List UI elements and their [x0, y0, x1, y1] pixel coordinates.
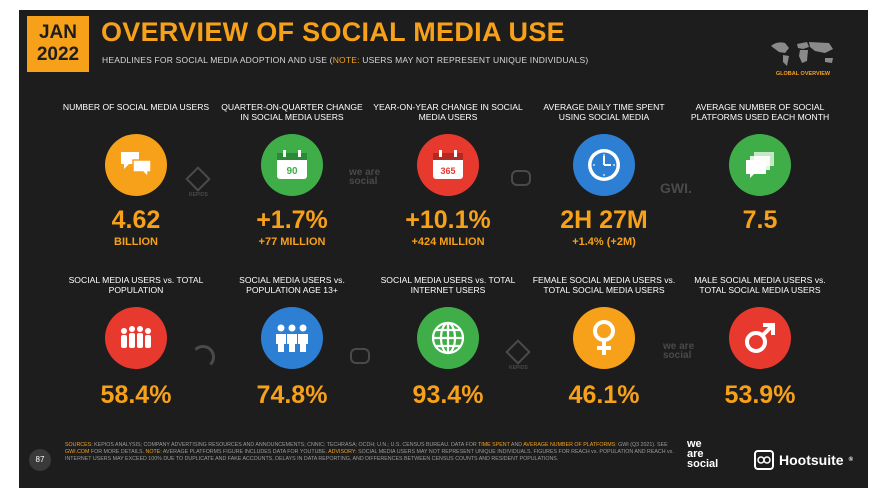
wearesocial-logo: we are social	[687, 438, 719, 470]
chat-bubbles-icon	[105, 134, 167, 196]
stat-vs-total-population: SOCIAL MEDIA USERS vs. TOTAL POPULATION …	[68, 275, 204, 409]
stacked-chat-icon	[729, 134, 791, 196]
people-group-icon	[261, 307, 323, 369]
clock-icon	[573, 134, 635, 196]
sources-footnote: SOURCES: KEPIOS ANALYSIS; COMPANY ADVERT…	[65, 442, 674, 462]
page-subtitle: HEADLINES FOR SOCIAL MEDIA ADOPTION AND …	[102, 55, 589, 65]
stat-vs-internet-users: SOCIAL MEDIA USERS vs. TOTAL INTERNET US…	[380, 275, 516, 409]
date-badge: JAN 2022	[27, 16, 89, 72]
kepios-watermark-2: KEPIOS	[505, 339, 532, 371]
stat-female-users: FEMALE SOCIAL MEDIA USERS vs. TOTAL SOCI…	[532, 275, 676, 409]
world-map-icon	[771, 42, 833, 66]
date-year: 2022	[36, 44, 80, 65]
page-number: 87	[29, 449, 51, 471]
datareportal-watermark-icon	[191, 345, 215, 369]
gwi-link[interactable]: GWI.COM	[65, 449, 90, 455]
calendar-90-icon: 90	[261, 134, 323, 196]
female-icon	[573, 307, 635, 369]
wearesocial-watermark-2: we are social	[663, 341, 695, 361]
slide: JAN 2022 OVERVIEW OF SOCIAL MEDIA USE HE…	[19, 10, 868, 488]
svg-text:90: 90	[286, 166, 298, 177]
kepios-logo-icon-2	[505, 339, 532, 365]
male-icon	[729, 307, 791, 369]
kepios-logo-icon	[185, 166, 212, 192]
svg-text:365: 365	[440, 166, 455, 176]
page-title: OVERVIEW OF SOCIAL MEDIA USE	[101, 17, 565, 47]
hootsuite-owl-watermark-icon	[511, 170, 531, 186]
stat-year-change: YEAR-ON-YEAR CHANGE IN SOCIAL MEDIA USER…	[373, 102, 523, 248]
date-month: JAN	[38, 22, 77, 43]
stat-vs-population-13: SOCIAL MEDIA USERS vs. POPULATION AGE 13…	[239, 275, 345, 409]
hootsuite-owl-icon	[754, 450, 774, 470]
stat-male-users: MALE SOCIAL MEDIA USERS vs. TOTAL SOCIAL…	[694, 275, 826, 409]
globe-icon	[417, 307, 479, 369]
kepios-watermark: KEPIOS	[185, 166, 212, 198]
stat-quarter-change: QUARTER-ON-QUARTER CHANGE IN SOCIAL MEDI…	[221, 102, 363, 248]
gwi-watermark: GWI.	[660, 180, 692, 196]
stat-daily-time: AVERAGE DAILY TIME SPENT USING SOCIAL ME…	[543, 102, 665, 248]
crowd-icon	[105, 307, 167, 369]
stat-social-media-users: NUMBER OF SOCIAL MEDIA USERS 4.62 BILLIO…	[62, 102, 210, 248]
global-overview-tag: GLOBAL OVERVIEW	[775, 71, 831, 77]
wearesocial-watermark: we are social	[349, 167, 381, 187]
hootsuite-logo: Hootsuite ®	[754, 450, 853, 470]
stat-avg-platforms: AVERAGE NUMBER OF SOCIAL PLATFORMS USED …	[690, 102, 830, 234]
hootsuite-owl-watermark-icon-2	[350, 348, 370, 364]
calendar-365-icon: 365	[417, 134, 479, 196]
